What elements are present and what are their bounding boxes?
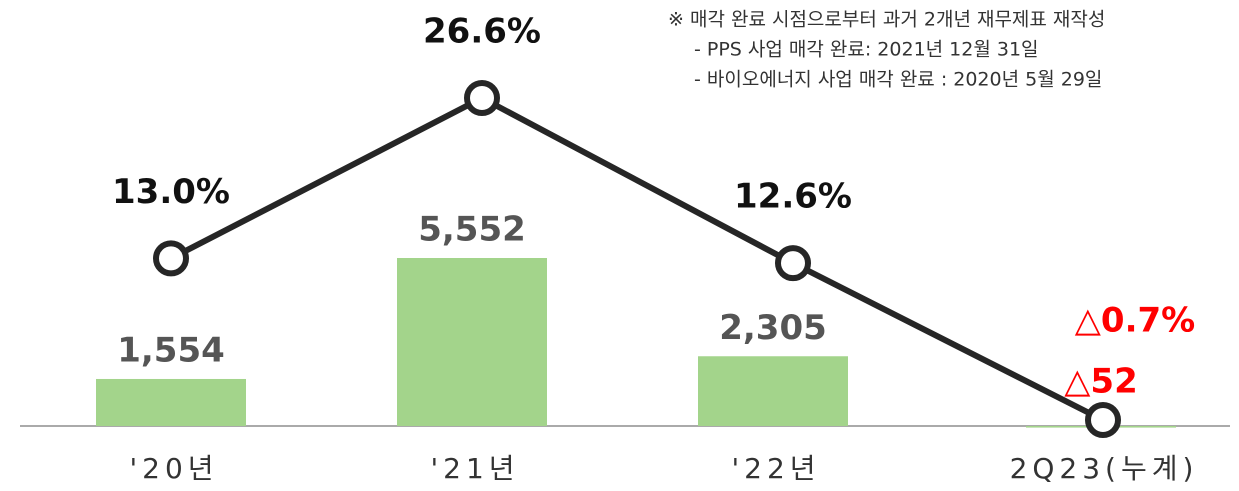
line — [169, 94, 1105, 423]
x-tick-label: '21년 — [430, 452, 519, 485]
data-label: 12.6% — [734, 177, 852, 217]
note: - 바이오에너지 사업 매각 완료 : 2020년 5월 29일 — [694, 69, 1102, 91]
note: ※ 매각 완료 시점으로부터 과거 2개년 재무제표 재작성 — [668, 9, 1105, 31]
x-tick-label: '22년 — [731, 452, 820, 485]
x-tick-label: '20년 — [129, 452, 218, 485]
point — [775, 245, 811, 282]
data-label: 26.6% — [423, 12, 541, 52]
note: - PPS 사업 매각 완료: 2021년 12월 31일 — [694, 39, 1039, 61]
data-label: 2,305 — [719, 308, 827, 348]
bar — [96, 378, 246, 426]
x-tick-label: 2Q23(누계) — [1010, 452, 1199, 485]
bar — [698, 356, 848, 426]
data-label: 13.0% — [112, 172, 230, 212]
point — [464, 80, 500, 116]
data-label: 1,554 — [117, 330, 225, 370]
bar — [397, 258, 547, 426]
point — [153, 240, 189, 277]
data-label: 5,552 — [418, 210, 526, 250]
data-label: △0.7% — [1075, 301, 1195, 341]
data-label: △52 — [1064, 362, 1137, 402]
point — [1085, 402, 1121, 438]
